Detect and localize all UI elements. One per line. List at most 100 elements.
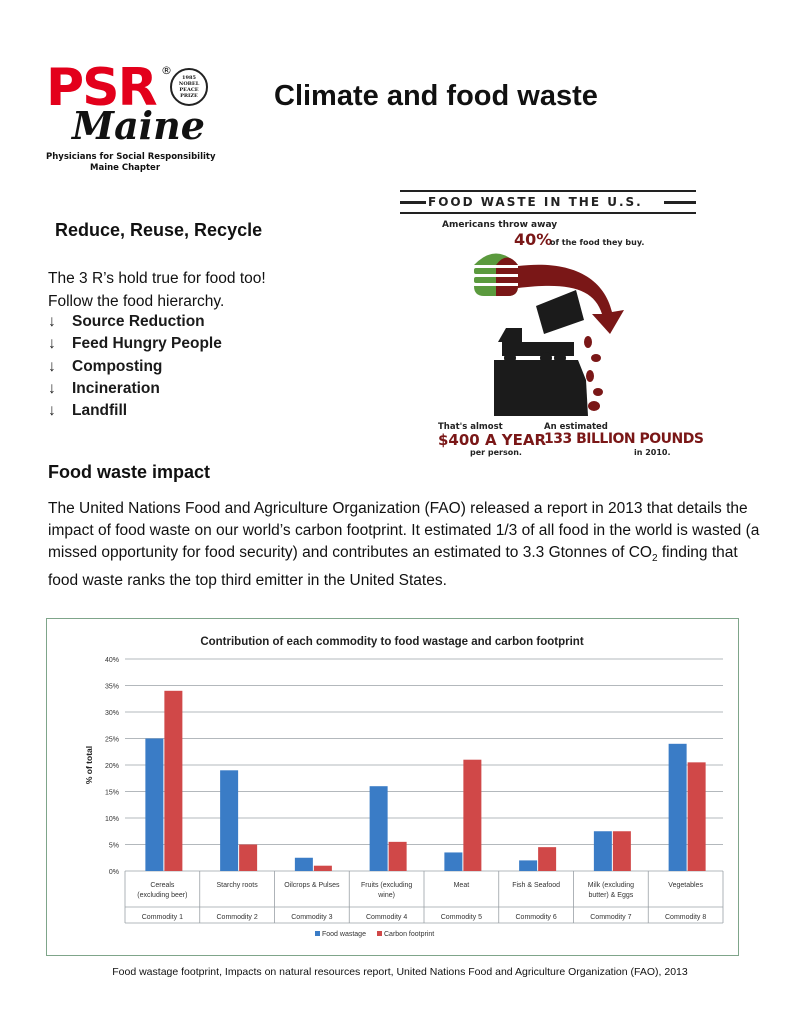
bar-carbon-footprint: [239, 844, 258, 871]
chart-caption: Food wastage footprint, Impacts on natur…: [112, 966, 688, 978]
group-label: Commodity 4: [366, 914, 407, 921]
group-label: Commodity 6: [516, 914, 557, 921]
list-item: ↓ Incineration: [48, 378, 222, 400]
infographic-title: FOOD WASTE IN THE U.S.: [428, 195, 643, 209]
y-tick-label: 20%: [105, 763, 119, 770]
category-label: Fruits (excluding: [361, 882, 412, 889]
list-item: ↓ Source Reduction: [48, 311, 222, 333]
bar-food-wastage: [668, 743, 687, 871]
down-arrow-icon: ↓: [48, 313, 56, 330]
y-tick-label: 35%: [105, 684, 119, 691]
category-label: (excluding beer): [137, 892, 187, 899]
commodity-chart: Contribution of each commodity to food w…: [46, 618, 739, 956]
category-label: Fish & Seafood: [512, 882, 560, 889]
category-label: wine): [377, 892, 395, 899]
page-title: Climate and food waste: [274, 80, 598, 112]
seal-line: PRIZE: [180, 93, 198, 99]
hierarchy-item: Source Reduction: [72, 313, 205, 330]
y-tick-label: 30%: [105, 710, 119, 717]
down-arrow-icon: ↓: [48, 402, 56, 420]
section-heading-impact: Food waste impact: [48, 462, 211, 482]
stat2-value: 133 BILLION POUNDS: [544, 431, 704, 447]
intro-text: The 3 R’s hold true for food too! Follow…: [48, 267, 266, 313]
bar-carbon-footprint: [687, 762, 706, 871]
curved-arrow-icon: [518, 264, 624, 334]
title-rule-top: [400, 190, 696, 192]
category-label: Oilcrops & Pulses: [284, 882, 340, 889]
hierarchy-item: Feed Hungry People: [72, 335, 222, 353]
y-tick-label: 5%: [109, 843, 119, 850]
legend-label: Carbon footprint: [384, 931, 434, 938]
y-tick-label: 15%: [105, 790, 119, 797]
legend-swatch: [377, 931, 382, 936]
bar-food-wastage: [593, 831, 612, 871]
food-waste-infographic: FOOD WASTE IN THE U.S. Americans throw a…: [398, 190, 704, 460]
food-hierarchy-list: ↓ Source Reduction ↓ Feed Hungry People ↓ C…: [48, 311, 222, 422]
percent-suffix: of the food they buy.: [550, 238, 645, 247]
bar-food-wastage: [369, 786, 388, 871]
logo-subtitle-chapter: Maine Chapter: [90, 163, 161, 173]
title-rule-bottom: [400, 212, 696, 214]
nobel-seal-icon: 1985 NOBEL PEACE PRIZE: [170, 68, 208, 106]
hierarchy-item: Composting: [72, 357, 163, 375]
falling-food-icon: [584, 336, 603, 411]
stat2-label: An estimated: [544, 422, 608, 432]
hierarchy-item: Landfill: [72, 402, 128, 420]
seal-line: NOBEL: [178, 81, 200, 87]
y-tick-label: 40%: [105, 657, 119, 664]
y-tick-label: 25%: [105, 737, 119, 744]
chart-title: Contribution of each commodity to food w…: [200, 636, 583, 648]
stat1-label: That's almost: [438, 422, 503, 432]
legend-label: Food wastage: [322, 931, 366, 938]
intro-line: The 3 R’s hold true for food too!: [48, 270, 266, 287]
bar-food-wastage: [294, 857, 313, 871]
logo-chapter: Maine: [72, 103, 205, 148]
bar-carbon-footprint: [313, 865, 332, 871]
throw-label: Americans throw away: [442, 220, 558, 230]
section-heading-rrr: Reduce, Reuse, Recycle: [55, 220, 263, 240]
group-label: Commodity 8: [665, 914, 706, 921]
registered-mark: ®: [161, 64, 172, 77]
bar-carbon-footprint: [463, 759, 482, 871]
psr-maine-logo: PSR ® 1985 NOBEL PEACE PRIZE Maine Physi…: [46, 58, 216, 173]
stat1-value: $400 A YEAR: [438, 431, 547, 449]
bar-carbon-footprint: [388, 841, 407, 871]
burger-icon: [474, 253, 518, 296]
hierarchy-item: Incineration: [72, 379, 160, 397]
down-arrow-icon: ↓: [48, 357, 56, 375]
logo-brand: PSR: [46, 58, 158, 118]
dump-truck-icon: [498, 290, 584, 364]
impact-text-end: finding that food waste ranks the top th…: [48, 544, 738, 590]
intro-line: Follow the food hierarchy.: [48, 293, 225, 310]
title-rule: [664, 201, 696, 204]
category-label: Vegetables: [668, 882, 703, 889]
category-label: Milk (excluding: [588, 882, 634, 889]
group-label: Commodity 3: [291, 914, 332, 921]
category-label: Starchy roots: [217, 882, 259, 889]
infographic-art: [474, 253, 624, 416]
y-axis-label: % of total: [84, 746, 94, 784]
bar-carbon-footprint: [164, 690, 183, 871]
seal-line: 1985: [182, 75, 196, 81]
bar-food-wastage: [220, 770, 239, 871]
stat2-sub: in 2010.: [634, 448, 671, 457]
y-tick-label: 10%: [105, 816, 119, 823]
down-arrow-icon: ↓: [48, 379, 56, 397]
percent-value: 40%: [514, 230, 553, 249]
list-item: ↓ Feed Hungry People: [48, 333, 222, 355]
landfill-icon: [494, 360, 588, 416]
bar-carbon-footprint: [612, 831, 631, 871]
group-label: Commodity 7: [590, 914, 631, 921]
impact-paragraph: The United Nations Food and Agriculture …: [48, 498, 760, 592]
legend-swatch: [315, 931, 320, 936]
category-label: butter) & Eggs: [589, 892, 634, 899]
group-label: Commodity 1: [142, 914, 183, 921]
bar-carbon-footprint: [538, 847, 557, 871]
logo-subtitle: Physicians for Social Responsibility: [46, 152, 216, 162]
bar-food-wastage: [145, 738, 164, 871]
subscript-2: 2: [651, 553, 658, 565]
down-arrow-icon: ↓: [48, 335, 56, 353]
bar-food-wastage: [519, 860, 538, 871]
category-label: Cereals: [150, 882, 175, 889]
title-rule: [400, 201, 426, 204]
